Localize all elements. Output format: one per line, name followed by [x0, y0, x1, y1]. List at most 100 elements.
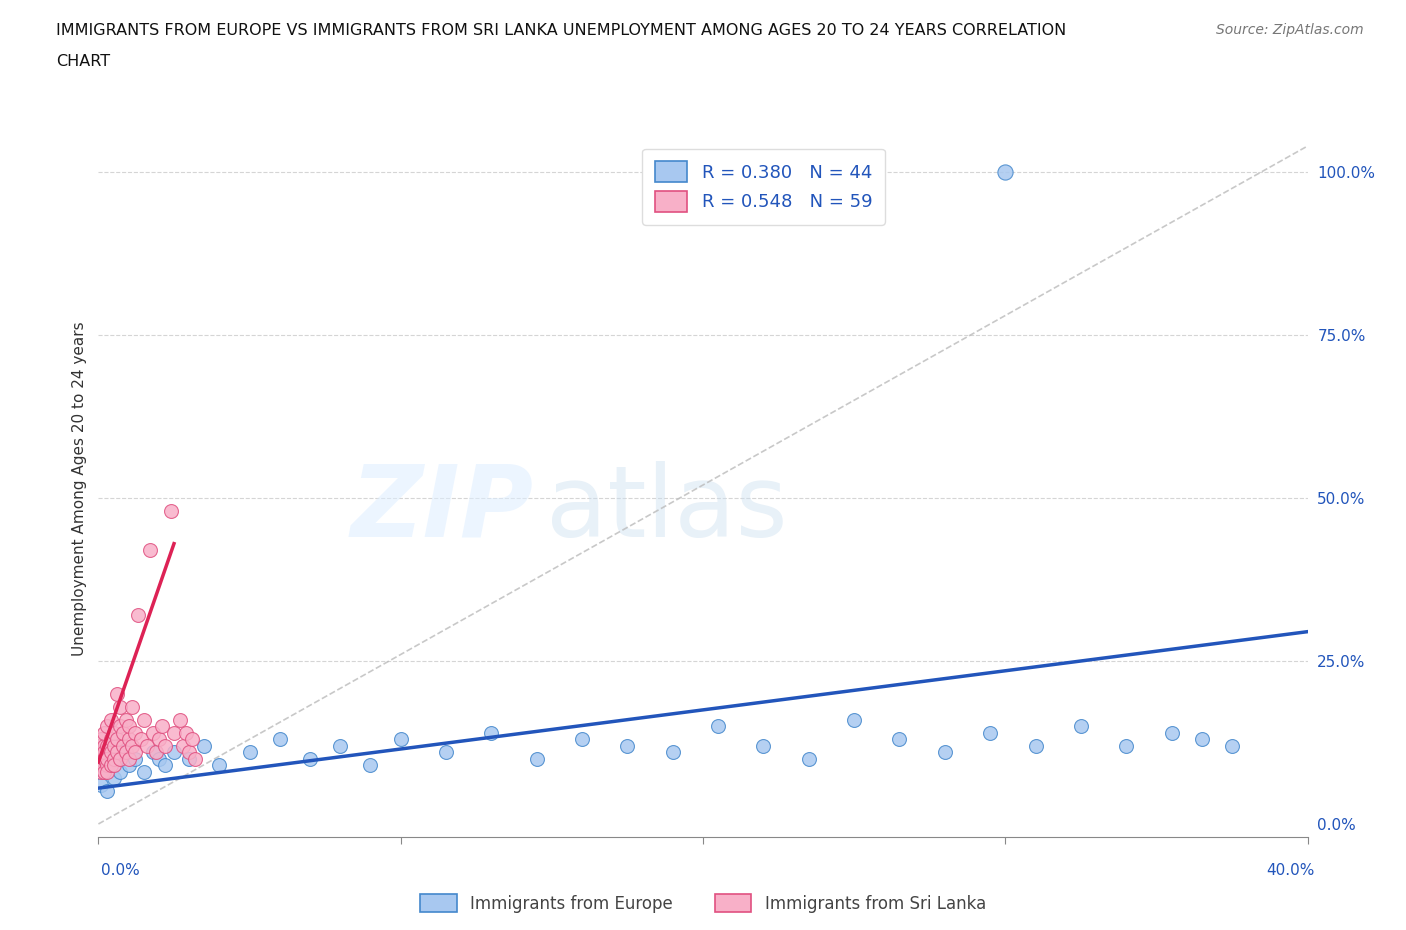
Point	[752, 738, 775, 753]
Text: 40.0%: 40.0%	[1267, 863, 1315, 878]
Point	[889, 732, 911, 747]
Text: 0.0%: 0.0%	[101, 863, 141, 878]
Point	[360, 758, 382, 773]
Point	[90, 758, 112, 773]
Point	[90, 764, 112, 779]
Point	[108, 751, 131, 766]
Point	[172, 738, 194, 753]
Point	[100, 712, 122, 727]
Point	[389, 732, 412, 747]
Point	[118, 732, 141, 747]
Point	[93, 764, 115, 779]
Point	[108, 699, 131, 714]
Point	[142, 745, 165, 760]
Point	[111, 738, 134, 753]
Point	[103, 738, 125, 753]
Point	[797, 751, 820, 766]
Point	[105, 751, 128, 766]
Point	[994, 165, 1017, 179]
Point	[193, 738, 215, 753]
Point	[100, 745, 122, 760]
Point	[96, 784, 118, 799]
Point	[103, 725, 125, 740]
Point	[135, 738, 157, 753]
Point	[93, 738, 115, 753]
Point	[103, 758, 125, 773]
Point	[105, 686, 128, 701]
Point	[844, 712, 866, 727]
Point	[163, 725, 186, 740]
Point	[108, 764, 131, 779]
Point	[103, 771, 125, 786]
Point	[177, 751, 201, 766]
Point	[124, 745, 146, 760]
Point	[1024, 738, 1046, 753]
Text: atlas: atlas	[546, 460, 787, 558]
Point	[148, 751, 170, 766]
Point	[616, 738, 638, 753]
Text: ZIP: ZIP	[350, 460, 534, 558]
Point	[132, 764, 155, 779]
Point	[269, 732, 291, 747]
Point	[1115, 738, 1137, 753]
Point	[145, 745, 167, 760]
Point	[105, 745, 128, 760]
Point	[481, 725, 503, 740]
Point	[93, 764, 115, 779]
Point	[118, 758, 141, 773]
Point	[111, 745, 134, 760]
Point	[707, 719, 730, 734]
Point	[90, 745, 112, 760]
Point	[132, 712, 155, 727]
Y-axis label: Unemployment Among Ages 20 to 24 years: Unemployment Among Ages 20 to 24 years	[72, 321, 87, 656]
Point	[160, 504, 183, 519]
Point	[142, 725, 165, 740]
Point	[96, 758, 118, 773]
Point	[129, 732, 152, 747]
Point	[148, 732, 170, 747]
Point	[93, 751, 115, 766]
Point	[96, 719, 118, 734]
Point	[90, 777, 112, 792]
Point	[239, 745, 262, 760]
Point	[208, 758, 231, 773]
Point	[111, 725, 134, 740]
Point	[163, 745, 186, 760]
Point	[299, 751, 322, 766]
Point	[100, 732, 122, 747]
Point	[90, 732, 112, 747]
Point	[124, 751, 146, 766]
Point	[571, 732, 593, 747]
Point	[434, 745, 457, 760]
Point	[177, 745, 201, 760]
Point	[118, 751, 141, 766]
Point	[118, 719, 141, 734]
Point	[93, 725, 115, 740]
Point	[100, 758, 122, 773]
Legend: Immigrants from Europe, Immigrants from Sri Lanka: Immigrants from Europe, Immigrants from …	[413, 887, 993, 920]
Point	[979, 725, 1001, 740]
Point	[1191, 732, 1213, 747]
Point	[100, 758, 122, 773]
Point	[124, 725, 146, 740]
Point	[1160, 725, 1182, 740]
Point	[127, 608, 149, 623]
Point	[114, 712, 136, 727]
Point	[526, 751, 548, 766]
Point	[108, 719, 131, 734]
Point	[139, 543, 162, 558]
Point	[1070, 719, 1092, 734]
Point	[105, 732, 128, 747]
Point	[87, 738, 110, 753]
Point	[121, 738, 143, 753]
Point	[150, 719, 173, 734]
Point	[153, 738, 176, 753]
Point	[174, 725, 197, 740]
Point	[329, 738, 352, 753]
Point	[93, 745, 115, 760]
Text: CHART: CHART	[56, 54, 110, 69]
Point	[169, 712, 191, 727]
Point	[96, 751, 118, 766]
Point	[121, 699, 143, 714]
Point	[184, 751, 207, 766]
